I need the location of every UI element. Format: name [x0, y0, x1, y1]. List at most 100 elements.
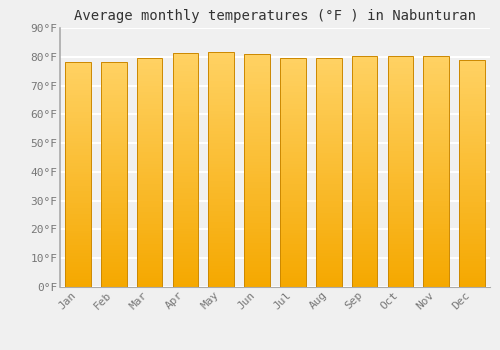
- Bar: [172, 94, 199, 97]
- Bar: [172, 272, 199, 275]
- Bar: [459, 142, 485, 145]
- Bar: [424, 114, 449, 117]
- Bar: [459, 230, 485, 233]
- Bar: [172, 176, 199, 179]
- Bar: [244, 278, 270, 281]
- Bar: [208, 196, 234, 199]
- Bar: [136, 89, 162, 92]
- Bar: [280, 63, 306, 66]
- Bar: [280, 80, 306, 83]
- Bar: [136, 278, 162, 281]
- Bar: [352, 117, 378, 120]
- Bar: [65, 208, 91, 211]
- Bar: [388, 56, 413, 287]
- Bar: [101, 259, 126, 262]
- Bar: [280, 189, 306, 193]
- Bar: [459, 150, 485, 153]
- Bar: [244, 55, 270, 57]
- Bar: [352, 154, 378, 158]
- Bar: [459, 227, 485, 230]
- Bar: [136, 175, 162, 178]
- Bar: [388, 172, 413, 175]
- Bar: [388, 56, 413, 59]
- Bar: [208, 111, 234, 114]
- Bar: [172, 237, 199, 240]
- Bar: [316, 190, 342, 193]
- Bar: [172, 275, 199, 278]
- Bar: [136, 204, 162, 207]
- Bar: [65, 267, 91, 270]
- Bar: [136, 161, 162, 164]
- Bar: [316, 201, 342, 204]
- Bar: [208, 193, 234, 196]
- Bar: [208, 119, 234, 122]
- Bar: [101, 267, 126, 270]
- Bar: [280, 267, 306, 270]
- Bar: [352, 85, 378, 88]
- Bar: [424, 189, 449, 192]
- Bar: [101, 284, 126, 287]
- Bar: [244, 139, 270, 142]
- Bar: [316, 141, 342, 144]
- Bar: [424, 183, 449, 186]
- Bar: [352, 241, 378, 244]
- Bar: [208, 199, 234, 202]
- Bar: [172, 231, 199, 235]
- Bar: [316, 138, 342, 141]
- Bar: [172, 74, 199, 76]
- Bar: [208, 178, 234, 181]
- Bar: [244, 188, 270, 191]
- Bar: [459, 71, 485, 74]
- Bar: [424, 79, 449, 82]
- Bar: [101, 144, 126, 146]
- Bar: [172, 208, 199, 211]
- Bar: [388, 183, 413, 186]
- Bar: [244, 60, 270, 63]
- Bar: [136, 155, 162, 158]
- Bar: [65, 200, 91, 203]
- Bar: [172, 261, 199, 264]
- Bar: [172, 123, 199, 126]
- Bar: [280, 187, 306, 189]
- Bar: [244, 243, 270, 246]
- Bar: [208, 75, 234, 78]
- Bar: [172, 88, 199, 91]
- Bar: [316, 167, 342, 170]
- Bar: [316, 113, 342, 116]
- Bar: [280, 155, 306, 158]
- Bar: [424, 198, 449, 201]
- Bar: [280, 198, 306, 201]
- Bar: [424, 203, 449, 206]
- Bar: [316, 213, 342, 216]
- Bar: [280, 115, 306, 118]
- Bar: [136, 61, 162, 63]
- Bar: [388, 244, 413, 247]
- Bar: [208, 66, 234, 70]
- Bar: [208, 134, 234, 137]
- Bar: [101, 149, 126, 152]
- Bar: [65, 93, 91, 96]
- Bar: [244, 66, 270, 69]
- Bar: [244, 197, 270, 200]
- Bar: [101, 152, 126, 155]
- Bar: [244, 95, 270, 98]
- Bar: [352, 108, 378, 111]
- Bar: [316, 281, 342, 284]
- Bar: [280, 138, 306, 141]
- Bar: [136, 95, 162, 98]
- Bar: [388, 275, 413, 278]
- Bar: [172, 188, 199, 190]
- Bar: [65, 236, 91, 239]
- Bar: [316, 153, 342, 155]
- Bar: [65, 138, 91, 141]
- Bar: [136, 218, 162, 221]
- Bar: [388, 186, 413, 189]
- Bar: [388, 192, 413, 195]
- Bar: [459, 79, 485, 82]
- Bar: [244, 246, 270, 249]
- Bar: [65, 169, 91, 172]
- Bar: [208, 52, 234, 55]
- Bar: [388, 122, 413, 125]
- Bar: [459, 77, 485, 79]
- Bar: [172, 258, 199, 261]
